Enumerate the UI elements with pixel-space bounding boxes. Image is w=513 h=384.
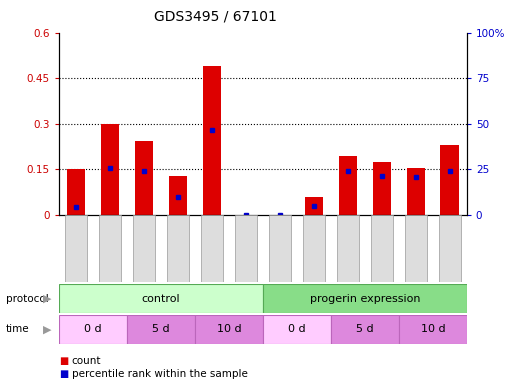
Bar — [167, 215, 189, 282]
Bar — [339, 156, 357, 215]
Bar — [399, 315, 467, 344]
Bar — [99, 215, 121, 282]
Text: time: time — [6, 324, 30, 334]
Bar — [372, 162, 391, 215]
Text: GSM255774: GSM255774 — [71, 218, 81, 273]
Text: progerin expression: progerin expression — [310, 293, 420, 304]
Text: 5 d: 5 d — [356, 324, 373, 334]
Bar — [263, 315, 331, 344]
Text: 5 d: 5 d — [152, 324, 170, 334]
Text: 10 d: 10 d — [421, 324, 445, 334]
Bar — [59, 284, 263, 313]
Text: protocol: protocol — [6, 294, 49, 304]
Text: GSM255834: GSM255834 — [445, 218, 455, 273]
Bar — [405, 215, 427, 282]
Text: percentile rank within the sample: percentile rank within the sample — [72, 369, 248, 379]
Text: GSM255831: GSM255831 — [343, 218, 352, 273]
Text: GSM255807: GSM255807 — [140, 218, 148, 273]
Bar — [371, 215, 393, 282]
Text: ■: ■ — [59, 369, 68, 379]
Text: ■: ■ — [59, 356, 68, 366]
Text: ▶: ▶ — [43, 324, 51, 334]
Text: GSM255830: GSM255830 — [309, 218, 319, 273]
Bar — [67, 169, 85, 215]
Bar — [134, 141, 153, 215]
Bar — [305, 197, 323, 215]
Text: ▶: ▶ — [43, 294, 51, 304]
Bar — [337, 215, 359, 282]
Bar — [235, 215, 257, 282]
Bar — [439, 215, 461, 282]
Bar — [201, 215, 223, 282]
Bar — [331, 315, 399, 344]
Text: 0 d: 0 d — [288, 324, 306, 334]
Bar — [59, 315, 127, 344]
Text: 0 d: 0 d — [84, 324, 102, 334]
Bar — [127, 315, 195, 344]
Bar — [203, 66, 221, 215]
Text: count: count — [72, 356, 102, 366]
Text: GSM255833: GSM255833 — [411, 218, 420, 273]
Text: GSM255828: GSM255828 — [242, 218, 250, 273]
Bar — [101, 124, 120, 215]
Bar — [303, 215, 325, 282]
Bar — [169, 175, 187, 215]
Text: GDS3495 / 67101: GDS3495 / 67101 — [154, 10, 277, 23]
Bar — [441, 145, 459, 215]
Text: 10 d: 10 d — [216, 324, 241, 334]
Bar — [269, 215, 291, 282]
Text: GSM255808: GSM255808 — [173, 218, 183, 273]
Bar — [406, 168, 425, 215]
Text: control: control — [142, 293, 180, 304]
Text: GSM255832: GSM255832 — [378, 218, 386, 273]
Text: GSM255829: GSM255829 — [275, 218, 284, 273]
Bar — [133, 215, 155, 282]
Text: GSM255806: GSM255806 — [106, 218, 114, 273]
Bar — [263, 284, 467, 313]
Text: GSM255809: GSM255809 — [207, 218, 216, 273]
Bar — [65, 215, 87, 282]
Bar — [195, 315, 263, 344]
